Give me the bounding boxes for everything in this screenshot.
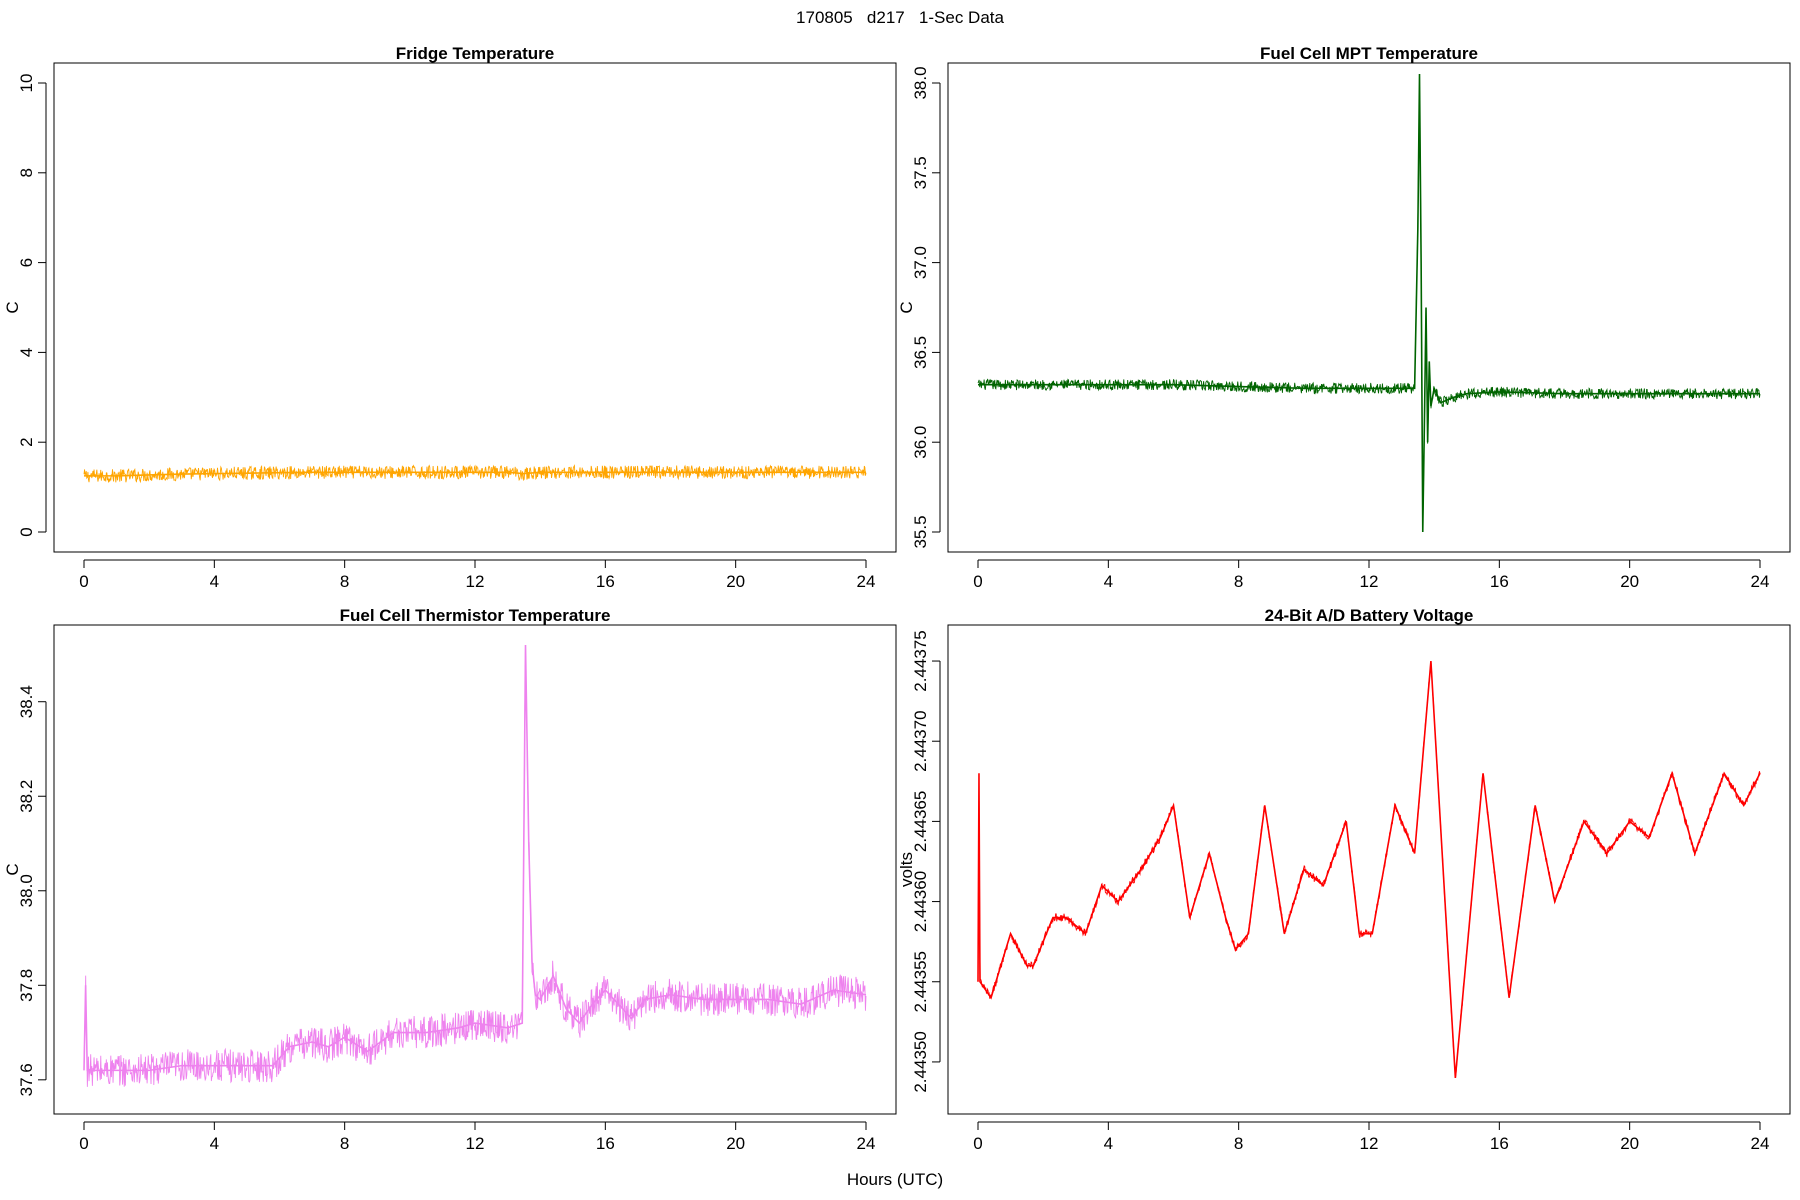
y-tick-label: 37.0 [911, 246, 930, 279]
figure-x-axis-label: Hours (UTC) [847, 1170, 943, 1189]
y-tick-label: 2.44370 [911, 710, 930, 771]
series-line [83, 464, 867, 484]
x-tick-label: 24 [857, 572, 876, 591]
y-tick-label: 37.6 [17, 1063, 36, 1096]
x-tick-label: 4 [1104, 572, 1113, 591]
series-trend [977, 660, 1761, 1079]
plot-frame [947, 624, 1791, 1115]
plot-frame [947, 62, 1791, 553]
series-line [83, 664, 867, 1087]
y-tick-label: 2.44350 [911, 1031, 930, 1092]
x-tick-label: 20 [1620, 1134, 1639, 1153]
series-trend [978, 74, 1760, 533]
chart-title: Fuel Cell MPT Temperature [1260, 44, 1478, 63]
y-tick-label: 2 [17, 437, 36, 446]
x-tick-label: 0 [973, 572, 982, 591]
y-tick-label: 8 [17, 168, 36, 177]
x-tick-label: 24 [857, 1134, 876, 1153]
y-tick-label: 37.8 [17, 969, 36, 1002]
x-tick-label: 12 [466, 572, 485, 591]
chart-title: 24-Bit A/D Battery Voltage [1265, 606, 1474, 625]
x-tick-label: 8 [1234, 1134, 1243, 1153]
y-tick-label: 38.0 [17, 874, 36, 907]
x-tick-label: 4 [1104, 1134, 1113, 1153]
x-tick-label: 8 [340, 1134, 349, 1153]
y-axis-label: volts [897, 852, 916, 887]
y-tick-label: 38.0 [911, 66, 930, 99]
x-tick-label: 16 [596, 572, 615, 591]
x-tick-label: 20 [726, 572, 745, 591]
plot-frame [53, 62, 897, 553]
chart-title: Fuel Cell Thermistor Temperature [340, 606, 611, 625]
y-tick-label: 6 [17, 258, 36, 267]
x-tick-label: 8 [1234, 572, 1243, 591]
y-tick-label: 36.0 [911, 426, 930, 459]
y-tick-label: 38.2 [17, 780, 36, 813]
y-tick-label: 0 [17, 527, 36, 536]
y-tick-label: 4 [17, 348, 36, 357]
x-tick-label: 16 [596, 1134, 615, 1153]
chart-title: Fridge Temperature [396, 44, 554, 63]
y-tick-label: 2.44355 [911, 951, 930, 1012]
y-tick-label: 2.44360 [911, 871, 930, 932]
y-tick-label: 36.5 [911, 336, 930, 369]
y-axis-label: C [3, 863, 22, 875]
x-tick-label: 24 [1751, 572, 1770, 591]
x-tick-label: 20 [726, 1134, 745, 1153]
y-tick-label: 2.44375 [911, 630, 930, 691]
y-tick-label: 10 [17, 74, 36, 93]
y-tick-label: 2.44365 [911, 791, 930, 852]
y-axis-label: C [897, 301, 916, 313]
x-tick-label: 16 [1490, 572, 1509, 591]
x-tick-label: 20 [1620, 572, 1639, 591]
x-tick-label: 0 [79, 1134, 88, 1153]
chart-panel-mpt: Fuel Cell MPT Temperature C 0 4 8 12 16 20 24 35.… [897, 44, 1791, 591]
x-tick-label: 12 [1360, 1134, 1379, 1153]
x-tick-label: 0 [79, 572, 88, 591]
y-axis-label: C [3, 301, 22, 313]
x-tick-label: 4 [210, 572, 219, 591]
series-trend [83, 644, 867, 1072]
x-tick-label: 16 [1490, 1134, 1509, 1153]
x-tick-label: 12 [1360, 572, 1379, 591]
y-tick-label: 37.5 [911, 156, 930, 189]
series-line [977, 98, 1761, 510]
x-tick-label: 0 [973, 1134, 982, 1153]
figure-title: 170805 d217 1-Sec Data [796, 8, 1004, 27]
series-trend [84, 471, 866, 477]
x-tick-label: 4 [210, 1134, 219, 1153]
plot-frame [53, 624, 897, 1115]
y-tick-label: 38.4 [17, 685, 36, 718]
chart-panel-battery: 24-Bit A/D Battery Voltage volts 0 4 8 12 16 20… [897, 606, 1791, 1153]
chart-panel-thermistor: Fuel Cell Thermistor Temperature C 0 4 8 12 16… [3, 606, 897, 1153]
x-tick-label: 24 [1751, 1134, 1770, 1153]
x-tick-label: 8 [340, 572, 349, 591]
y-tick-label: 35.5 [911, 515, 930, 548]
x-tick-label: 12 [466, 1134, 485, 1153]
